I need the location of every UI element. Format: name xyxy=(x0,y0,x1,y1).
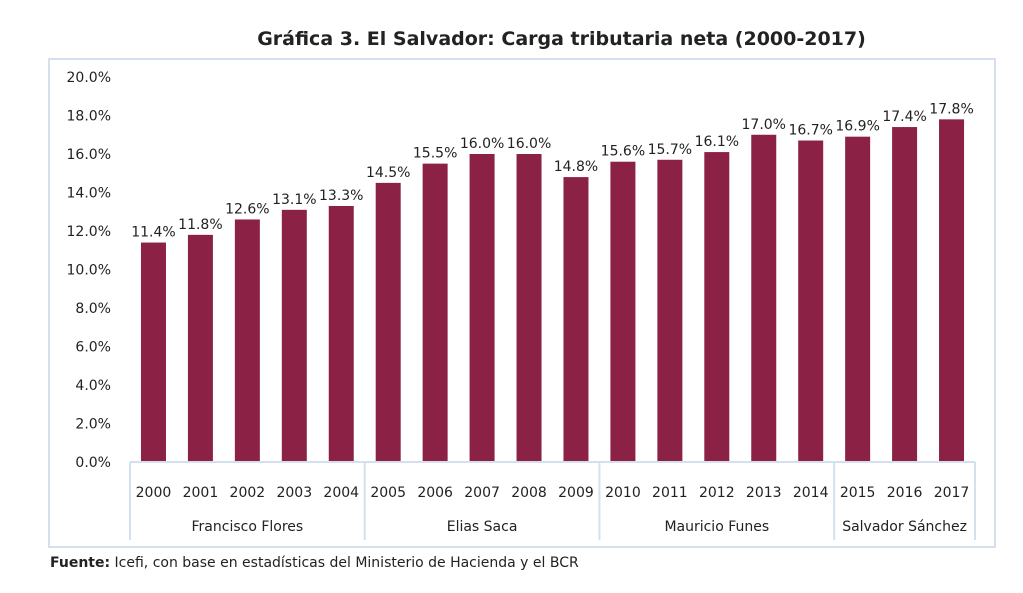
bar xyxy=(610,161,636,462)
source-text: Icefi, con base en estadísticas del Mini… xyxy=(110,555,579,571)
data-label: 14.5% xyxy=(366,165,410,181)
data-label: 14.8% xyxy=(554,159,598,175)
y-tick-label: 4.0% xyxy=(75,378,111,394)
y-tick-label: 0.0% xyxy=(75,455,111,471)
y-tick-label: 10.0% xyxy=(67,263,111,279)
x-tick-label: 2000 xyxy=(136,485,172,501)
group-label: Francisco Flores xyxy=(192,519,304,535)
chart-frame xyxy=(48,58,996,548)
bar xyxy=(845,136,871,463)
bar xyxy=(892,127,918,463)
bar xyxy=(469,154,495,462)
x-tick-label: 2009 xyxy=(558,485,594,501)
x-tick-label: 2004 xyxy=(323,485,359,501)
data-label: 15.6% xyxy=(601,144,645,160)
x-tick-label: 2007 xyxy=(464,485,500,501)
x-tick-label: 2017 xyxy=(934,485,970,501)
bar xyxy=(751,134,777,462)
bar xyxy=(563,177,589,462)
x-tick-label: 2008 xyxy=(511,485,547,501)
bar xyxy=(187,234,213,462)
y-tick-label: 8.0% xyxy=(75,301,111,317)
bar xyxy=(704,152,730,462)
bar xyxy=(422,163,448,462)
x-tick-label: 2013 xyxy=(746,485,782,501)
y-tick-label: 16.0% xyxy=(67,147,111,163)
data-label: 17.0% xyxy=(742,117,786,133)
data-label: 17.8% xyxy=(929,101,973,117)
group-label: Salvador Sánchez xyxy=(842,519,967,535)
bar xyxy=(798,140,824,462)
data-label: 16.1% xyxy=(695,134,739,150)
data-label: 16.7% xyxy=(788,123,832,139)
bar xyxy=(281,209,307,462)
bar xyxy=(939,119,965,462)
x-tick-label: 2006 xyxy=(417,485,453,501)
data-label: 15.5% xyxy=(413,146,457,162)
source-note: Fuente: Icefi, con base en estadísticas … xyxy=(50,555,579,571)
bar xyxy=(516,154,542,462)
x-tick-label: 2003 xyxy=(276,485,312,501)
y-tick-label: 18.0% xyxy=(67,109,111,125)
x-tick-label: 2001 xyxy=(183,485,219,501)
data-label: 13.3% xyxy=(319,188,363,204)
x-tick-label: 2011 xyxy=(652,485,688,501)
data-label: 16.0% xyxy=(507,136,551,152)
bar xyxy=(328,205,354,462)
data-label: 11.8% xyxy=(178,217,222,233)
chart-title: Gráfica 3. El Salvador: Carga tributaria… xyxy=(257,28,866,50)
x-tick-label: 2015 xyxy=(840,485,876,501)
data-label: 17.4% xyxy=(882,109,926,125)
x-tick-label: 2002 xyxy=(230,485,266,501)
y-tick-label: 2.0% xyxy=(75,417,111,433)
x-tick-label: 2005 xyxy=(370,485,406,501)
x-tick-label: 2010 xyxy=(605,485,641,501)
data-label: 12.6% xyxy=(225,201,269,217)
data-label: 16.0% xyxy=(460,136,504,152)
bar xyxy=(234,219,260,462)
group-label: Elias Saca xyxy=(447,519,518,535)
y-tick-label: 6.0% xyxy=(75,340,111,356)
x-tick-label: 2016 xyxy=(887,485,923,501)
y-tick-label: 14.0% xyxy=(67,186,111,202)
x-tick-label: 2012 xyxy=(699,485,735,501)
data-label: 15.7% xyxy=(648,142,692,158)
x-tick-label: 2014 xyxy=(793,485,829,501)
group-label: Mauricio Funes xyxy=(664,519,769,535)
bar xyxy=(657,159,683,462)
data-label: 11.4% xyxy=(131,225,175,241)
source-label: Fuente: xyxy=(50,555,111,571)
y-tick-label: 20.0% xyxy=(67,70,111,86)
bar xyxy=(140,242,166,462)
data-label: 13.1% xyxy=(272,192,316,208)
data-label: 16.9% xyxy=(835,119,879,135)
bar xyxy=(375,182,401,462)
y-tick-label: 12.0% xyxy=(67,224,111,240)
